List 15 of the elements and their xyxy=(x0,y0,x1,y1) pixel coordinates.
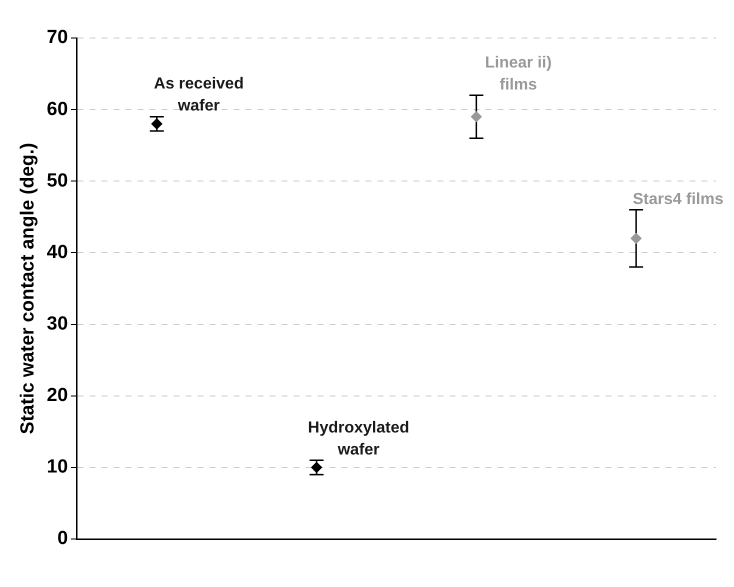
y-axis-title: Static water contact angle (deg.) xyxy=(18,142,39,434)
series-label: Hydroxylated wafer xyxy=(308,419,410,458)
y-tick-label: 40 xyxy=(46,242,68,263)
series-label: As received wafer xyxy=(154,76,244,115)
point xyxy=(470,111,482,122)
series-label: Linear ii) films xyxy=(485,54,552,94)
y-tick-label: 50 xyxy=(46,170,68,192)
point xyxy=(630,232,642,244)
y-tick-label: 10 xyxy=(46,456,68,478)
y-tick-label: 0 xyxy=(57,528,68,550)
y-tick-label: 70 xyxy=(46,27,68,48)
series-label: Stars4 films xyxy=(632,190,724,208)
y-tick-label: 60 xyxy=(46,98,68,120)
y-tick-label: 20 xyxy=(46,385,68,406)
y-tick-label: 30 xyxy=(46,314,68,335)
